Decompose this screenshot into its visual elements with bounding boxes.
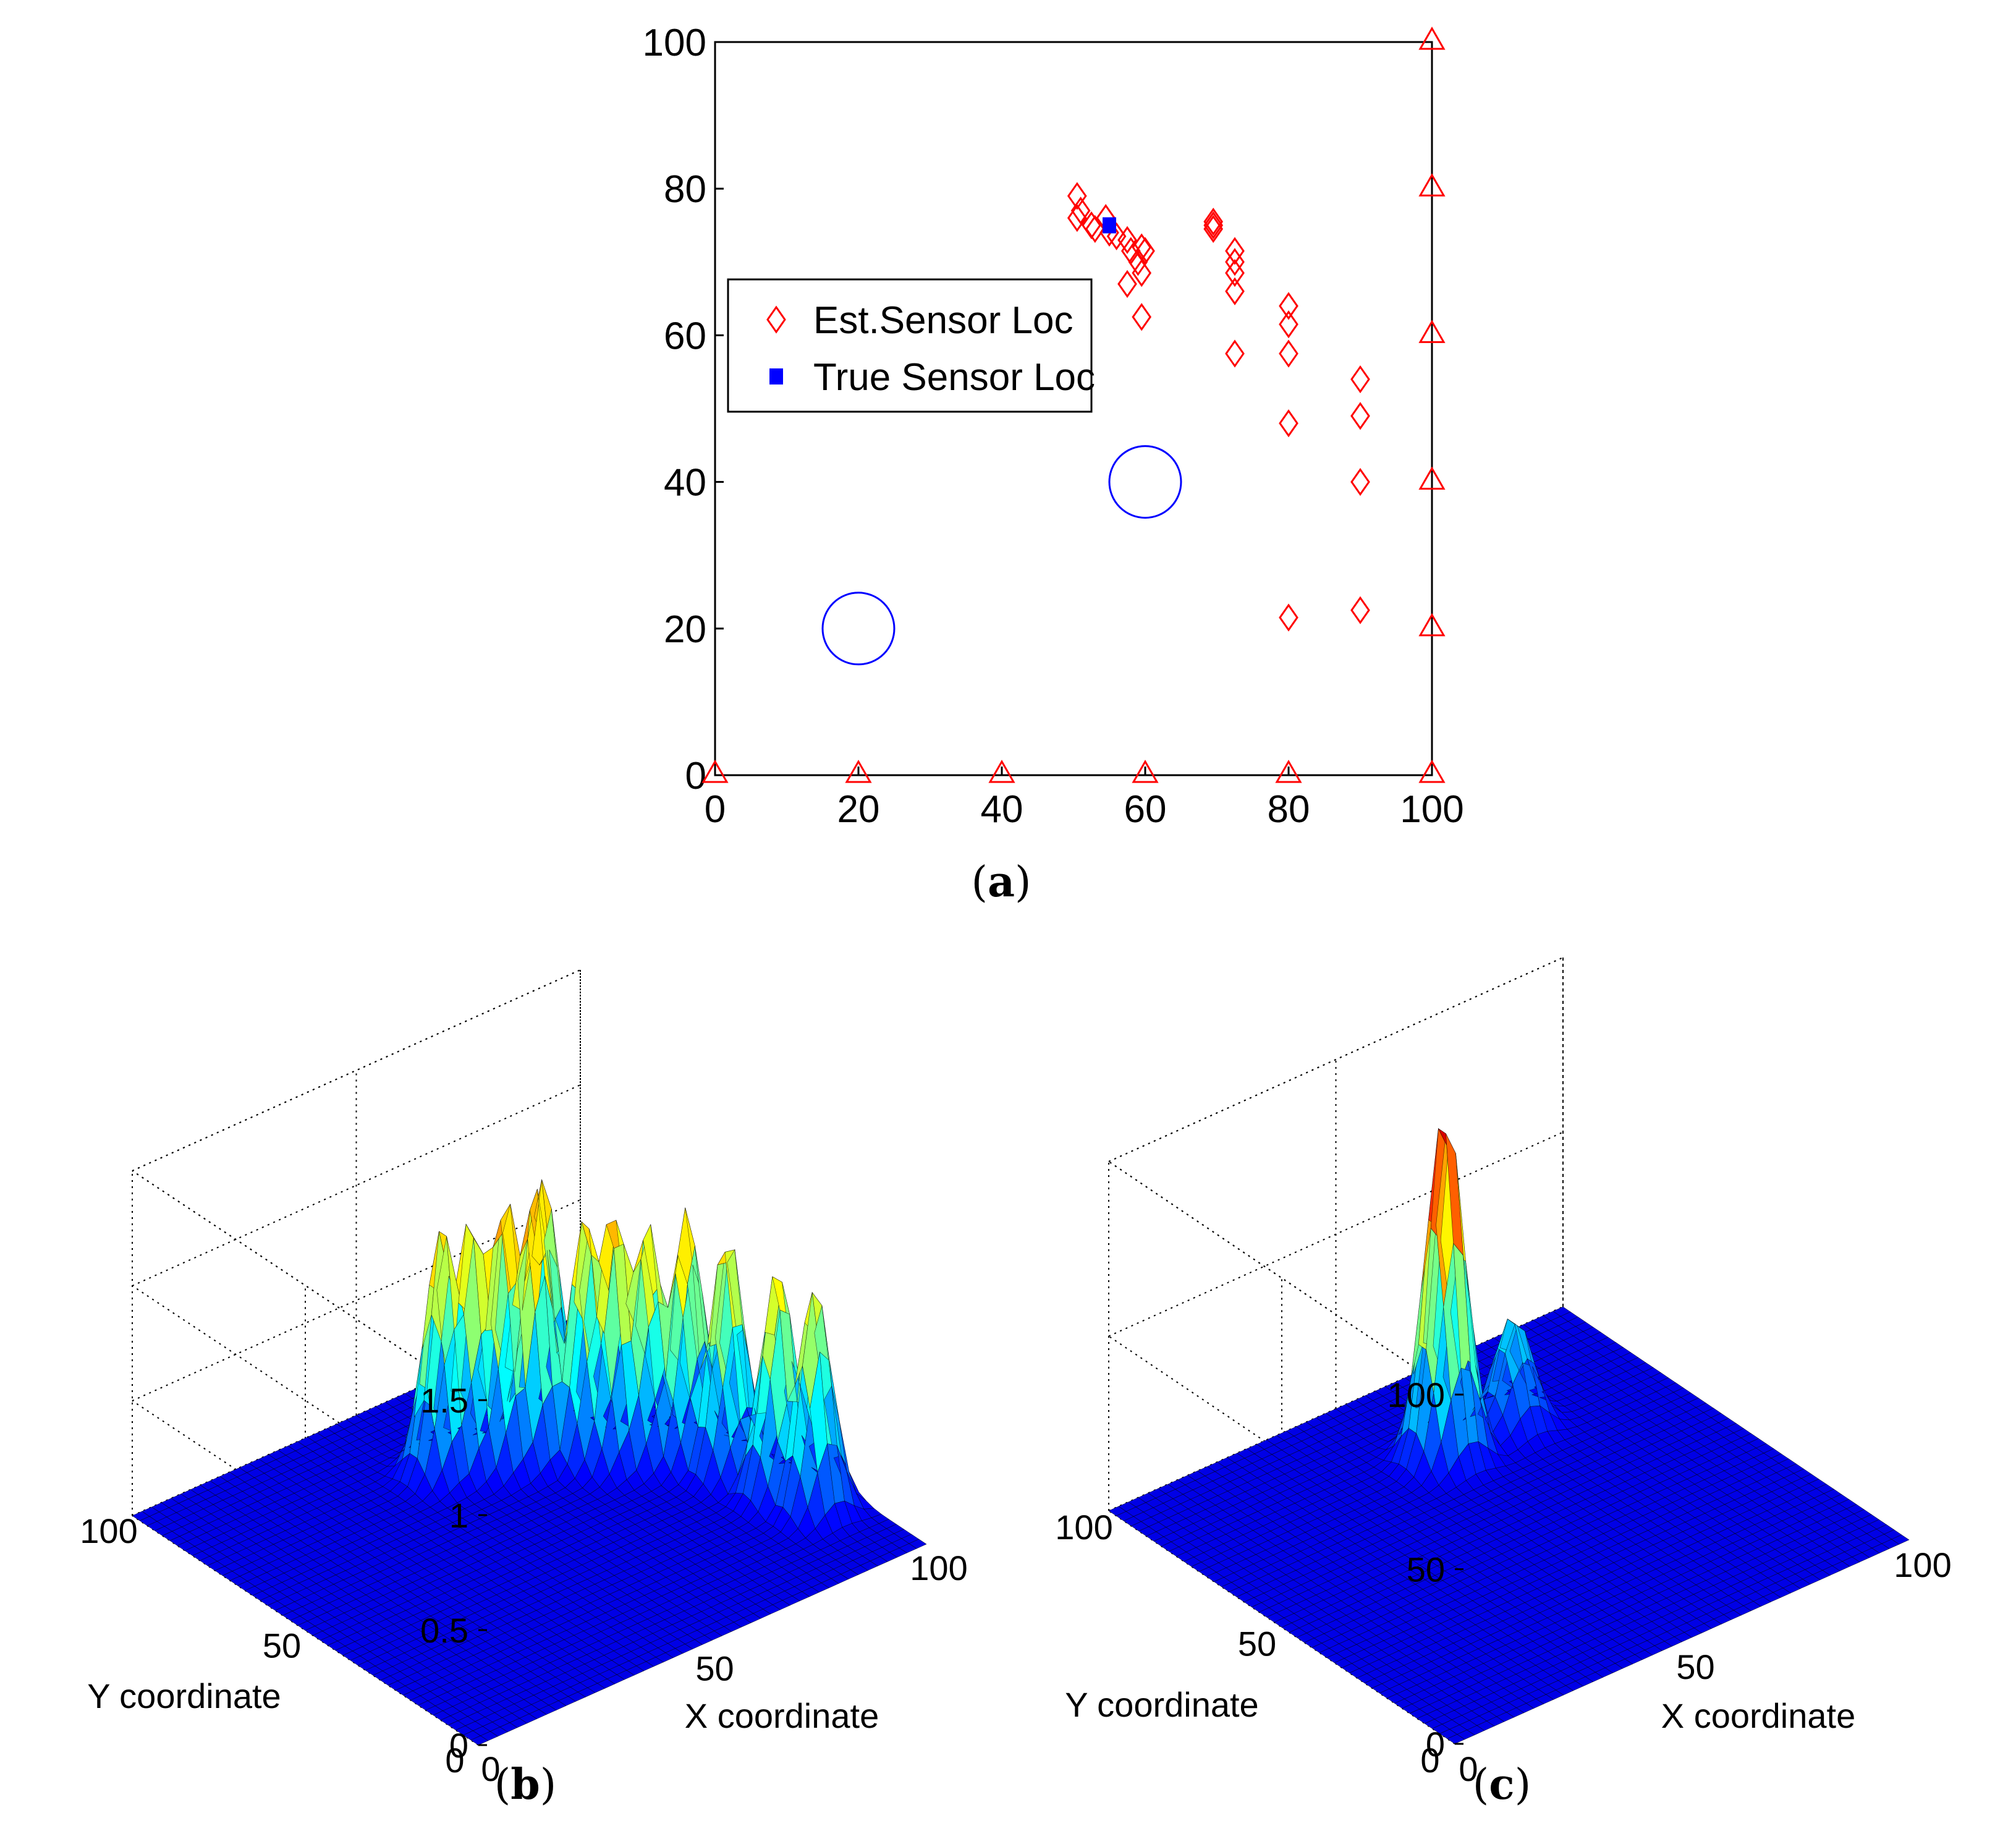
diamond-point — [1225, 258, 1245, 287]
y-axis-label: Y coordinate — [1065, 1685, 1258, 1724]
diamond-point — [1350, 467, 1370, 496]
diamond-point — [1350, 596, 1370, 624]
diamond-point — [1135, 237, 1155, 265]
top-edge — [132, 969, 581, 1171]
diamond-point — [1203, 207, 1224, 236]
x-tick-label: 60 — [1124, 788, 1167, 831]
y-axis-label: Y coordinate — [87, 1676, 281, 1715]
legend-est-label: Est.Sensor Loc — [813, 299, 1073, 342]
y-tick-label: 0 — [685, 755, 706, 797]
triangle-point — [1418, 759, 1446, 783]
x-tick-label: 50 — [1676, 1647, 1714, 1686]
triangle-point — [988, 759, 1015, 783]
triangle-point — [845, 759, 872, 783]
legend: Est.Sensor Loc True Sensor Loc — [727, 278, 1095, 413]
z-grid-line — [1108, 1161, 1455, 1395]
diamond-point — [1279, 310, 1298, 339]
diamond-point — [1132, 258, 1152, 287]
y-tick-label: 50 — [1238, 1625, 1276, 1663]
y-tick-label: 80 — [664, 168, 706, 211]
diamond-point — [1350, 402, 1370, 430]
triangle-point — [1132, 759, 1159, 783]
z-tick-label: 100 — [1387, 1375, 1445, 1414]
y-tick-label: 100 — [643, 22, 706, 64]
panel-a-scatter-plot: 0 20 40 60 80 100 0 20 40 60 80 100 Est.Sensor Loc Tr… — [643, 22, 1464, 831]
y-tick-label: 0 — [445, 1741, 464, 1780]
z-tick-label: 0.5 — [420, 1611, 468, 1650]
plot-frame — [714, 41, 1433, 776]
x-axis-label: X coordinate — [685, 1696, 879, 1735]
diamond-point — [1067, 182, 1087, 210]
legend-true-marker — [769, 368, 783, 384]
z-grid-line — [1108, 957, 1564, 1162]
diamond-point — [1279, 292, 1298, 320]
x-tick-label: 50 — [695, 1649, 734, 1688]
legend-est-marker — [766, 305, 786, 334]
z-grid-line — [132, 1084, 581, 1286]
legend-true-label: True Sensor Loc — [813, 356, 1095, 399]
diamond-point — [1085, 215, 1105, 244]
caption-a: (a) — [971, 857, 1031, 907]
triangle-point — [1275, 759, 1302, 783]
x-tick-label: 100 — [910, 1548, 967, 1587]
y-tick-label: 50 — [263, 1626, 301, 1665]
diamond-point — [1225, 277, 1245, 305]
y-tick-label: 40 — [664, 462, 706, 504]
diamond-point — [1279, 409, 1298, 438]
diamond-point — [1203, 215, 1224, 244]
y-tick-label: 100 — [80, 1511, 137, 1550]
x-tick-label: 0 — [705, 788, 726, 831]
y-tick-label: 0 — [1420, 1741, 1439, 1780]
x-tick-label: 80 — [1268, 788, 1310, 831]
caption-c: (c) — [1473, 1760, 1531, 1809]
triangle-point — [1418, 320, 1446, 343]
caption-b: (b) — [494, 1760, 557, 1809]
diamond-point — [1132, 303, 1152, 331]
z-tick-label: 1 — [449, 1496, 468, 1535]
obstacle-circle — [821, 592, 896, 666]
diamond-point — [1225, 237, 1245, 265]
triangle-point — [1418, 26, 1446, 50]
x-tick-label: 100 — [1400, 788, 1463, 831]
triangle-point — [1418, 173, 1446, 197]
diamond-point — [1070, 197, 1091, 225]
diamond-point — [1350, 365, 1370, 394]
x-tick-label: 40 — [981, 788, 1023, 831]
square-point — [1103, 217, 1116, 234]
y-tick-label: 60 — [664, 315, 706, 357]
diamond-point — [1279, 339, 1298, 368]
x-axis-label: X coordinate — [1661, 1696, 1855, 1735]
diamond-point — [1225, 248, 1245, 276]
diamond-point — [1067, 204, 1087, 232]
diamond-point — [1117, 226, 1137, 254]
diamond-point — [1203, 211, 1224, 240]
z-grid-line — [132, 969, 581, 1171]
diamond-point — [1117, 270, 1137, 298]
diamond-point — [1279, 603, 1298, 632]
x-tick-label: 20 — [837, 788, 880, 831]
y-tick-label: 100 — [1055, 1508, 1112, 1547]
x-tick-label: 100 — [1894, 1545, 1951, 1584]
diamond-point — [1225, 339, 1245, 368]
z-tick-label: 1.5 — [420, 1381, 468, 1420]
surface-mesh — [132, 1179, 927, 1746]
triangle-point — [1418, 466, 1446, 490]
y-tick-label: 20 — [664, 608, 706, 651]
surface-mesh — [1108, 1128, 1910, 1744]
obstacle-circle — [1108, 445, 1182, 519]
z-tick-label: 50 — [1407, 1550, 1445, 1589]
triangle-point — [701, 759, 729, 783]
triangle-point — [1418, 613, 1446, 637]
legend-box — [727, 278, 1093, 413]
